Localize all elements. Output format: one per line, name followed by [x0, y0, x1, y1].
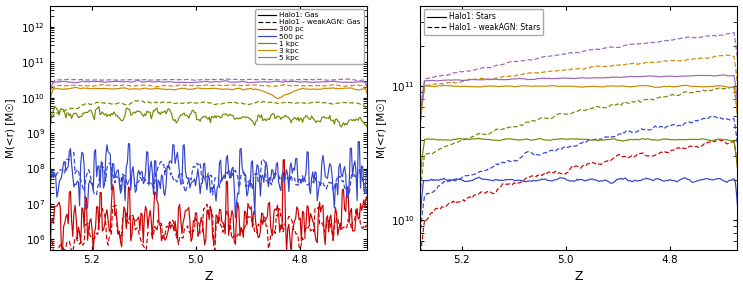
Y-axis label: M(<r) [M☉]: M(<r) [M☉] [376, 98, 386, 158]
Legend: Halo1: Stars, Halo1 - weakAGN: Stars: Halo1: Stars, Halo1 - weakAGN: Stars [424, 9, 543, 35]
Legend: Halo1: Gas, Halo1 - weakAGN: Gas, 300 pc, 500 pc, 1 kpc, 3 kpc, 5 kpc: Halo1: Gas, Halo1 - weakAGN: Gas, 300 pc… [256, 9, 364, 64]
X-axis label: Z: Z [574, 271, 583, 284]
Y-axis label: M(<r) [M☉]: M(<r) [M☉] [5, 98, 16, 158]
X-axis label: Z: Z [204, 271, 213, 284]
